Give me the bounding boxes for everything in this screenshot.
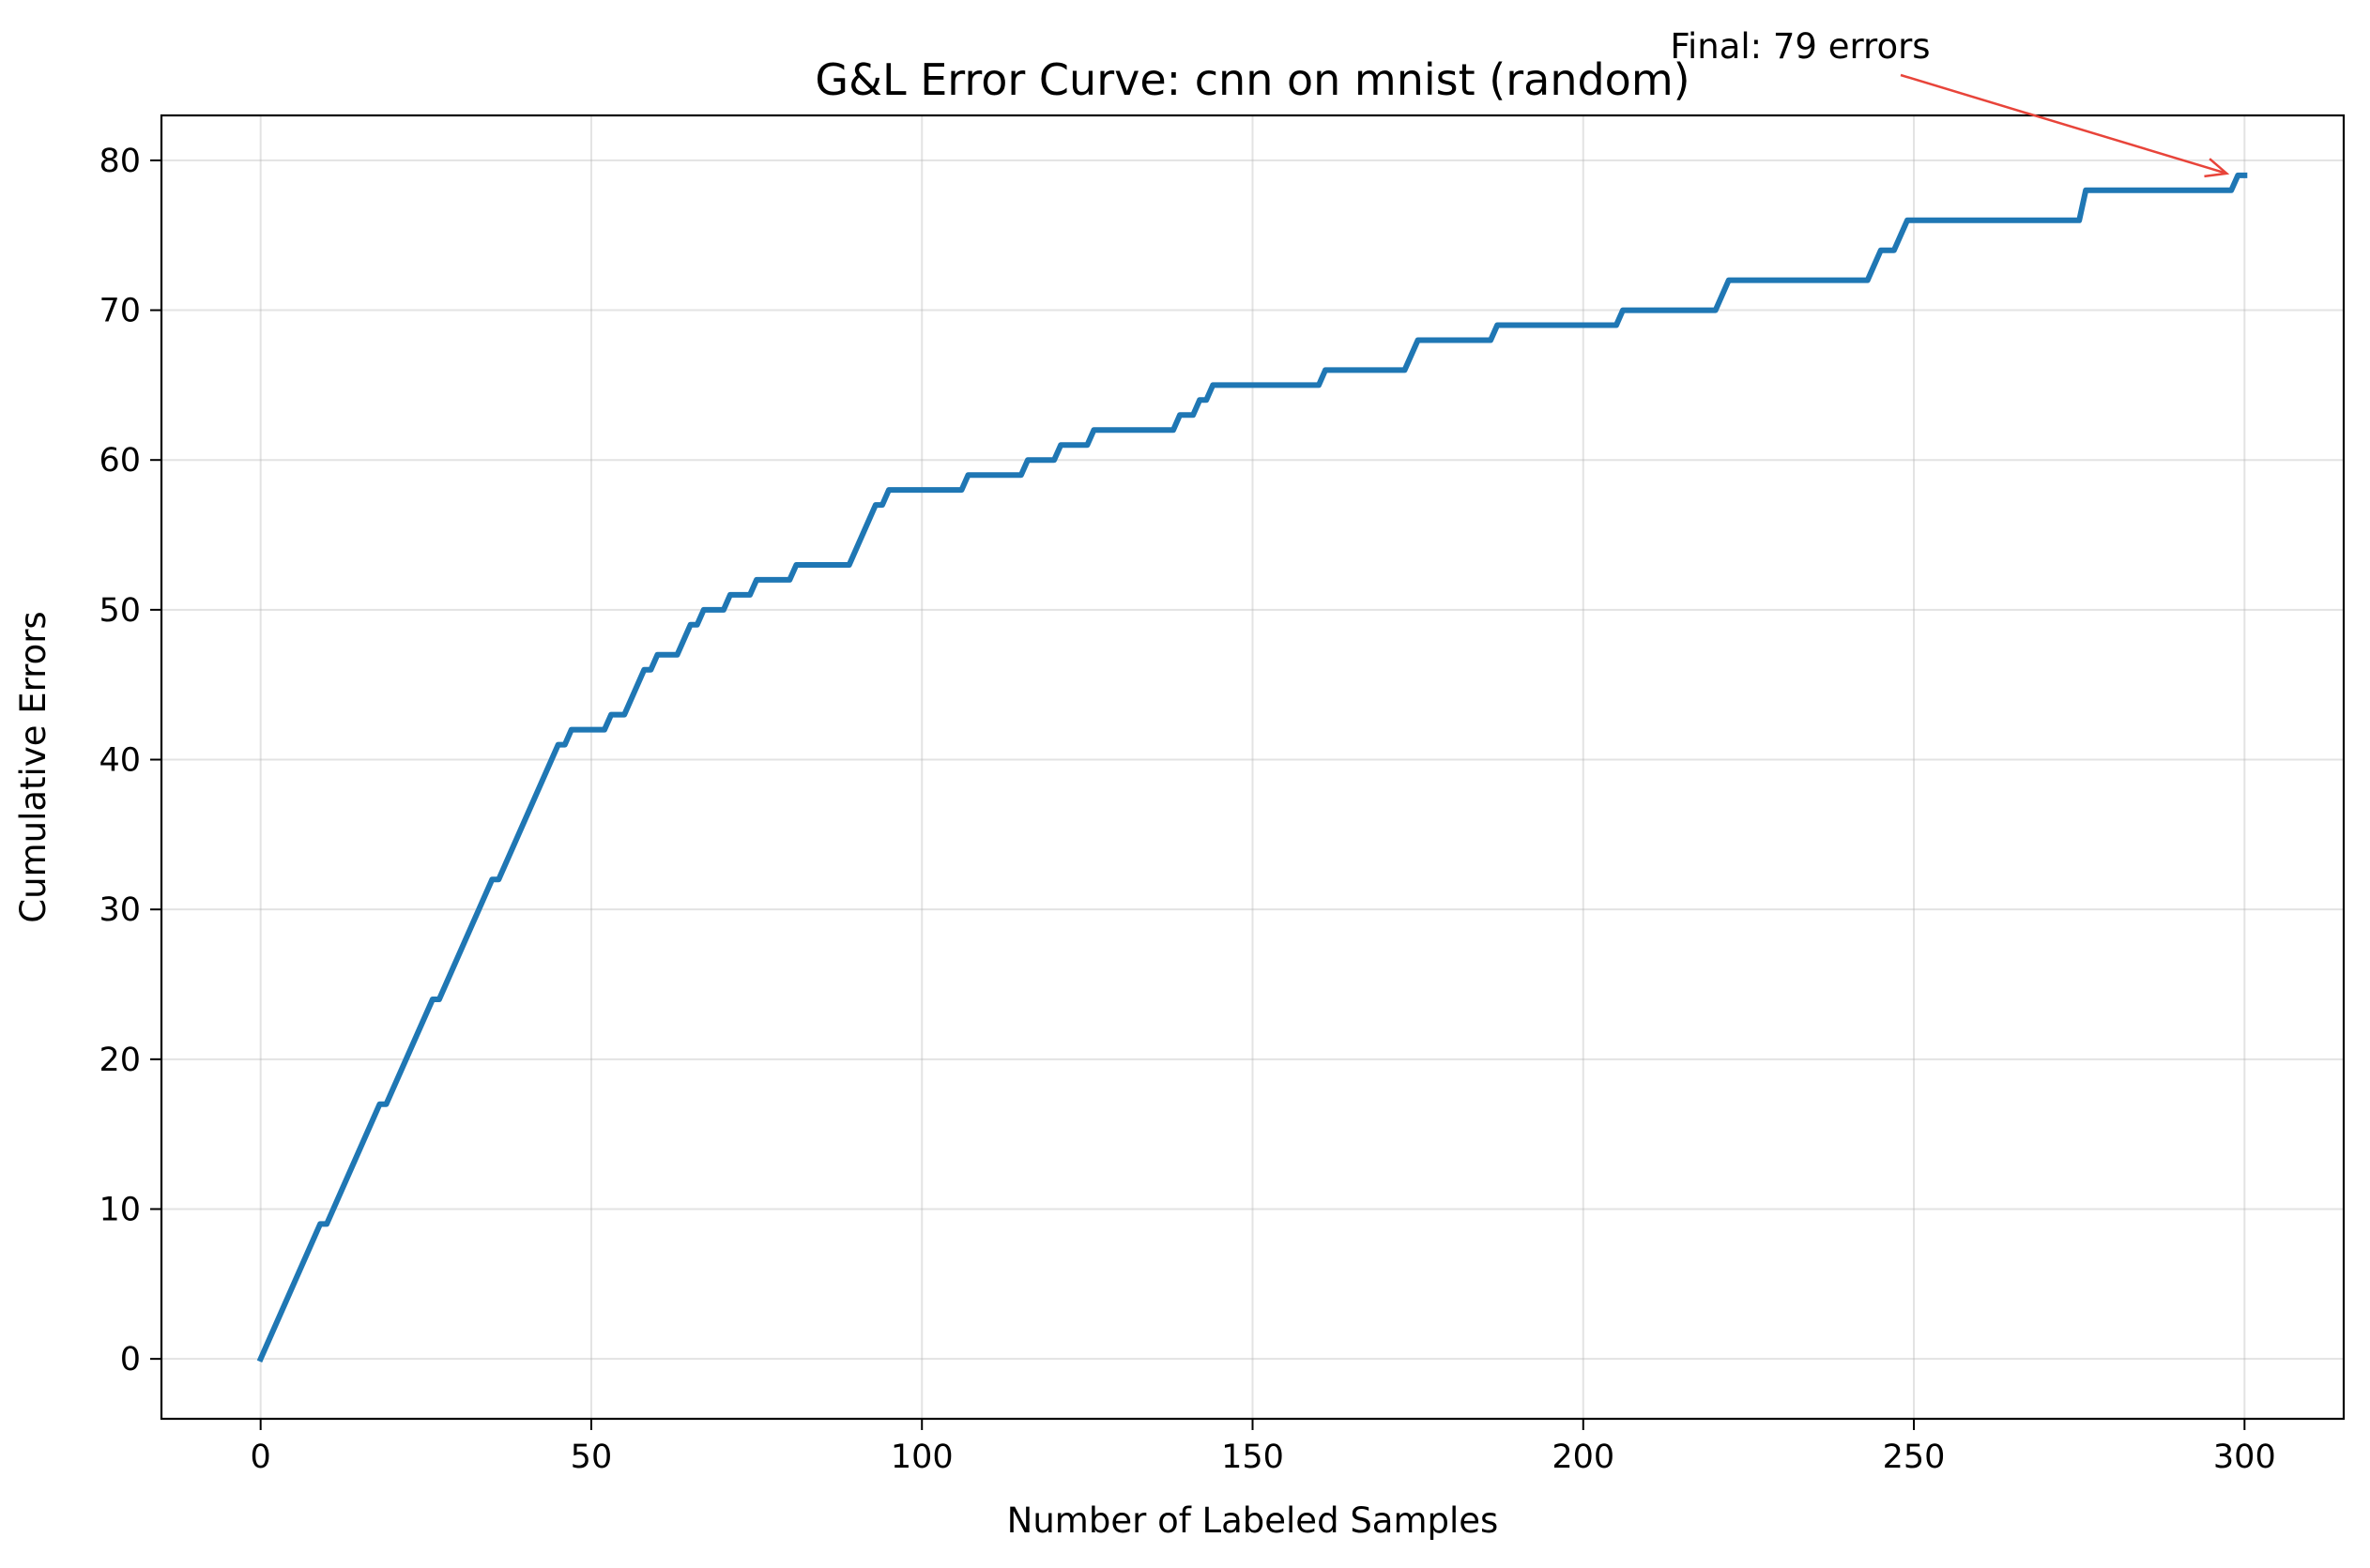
grid-lines	[161, 115, 2344, 1419]
x-tick-label: 0	[251, 1439, 271, 1476]
x-tick-label: 250	[1883, 1439, 1946, 1476]
y-tick-label: 50	[99, 592, 141, 630]
annotation-arrow-head	[2204, 158, 2230, 178]
y-tick-label: 20	[99, 1042, 141, 1079]
annotation-arrow-line	[1900, 73, 2227, 175]
y-tick-label: 10	[99, 1191, 141, 1228]
y-tick-label: 0	[120, 1341, 141, 1378]
chart-title: G&L Error Curve: cnn on mnist (random)	[815, 54, 1690, 105]
y-tick-label: 60	[99, 442, 141, 480]
x-axis-label: Number of Labeled Samples	[1007, 1500, 1499, 1541]
series-line	[256, 172, 2248, 1363]
x-tick-label: 150	[1221, 1439, 1284, 1476]
y-axis-ticks: 0 10 20 30 40 50 60 70 80	[99, 143, 161, 1378]
x-tick-label: 50	[571, 1439, 613, 1476]
series-layer	[256, 172, 2248, 1363]
x-tick-label: 300	[2213, 1439, 2276, 1476]
annotation-text: Final: 79 errors	[1670, 26, 1930, 67]
x-tick-label: 200	[1552, 1439, 1614, 1476]
y-tick-label: 40	[99, 742, 141, 780]
x-tick-label: 100	[891, 1439, 954, 1476]
final-annotation: Final: 79 errors	[1670, 26, 2230, 178]
x-axis-ticks: 0 50 100 150 200 250 300	[251, 1419, 2276, 1476]
y-tick-label: 80	[99, 143, 141, 180]
y-tick-label: 70	[99, 293, 141, 330]
y-axis-label: Cumulative Errors	[13, 611, 54, 922]
y-tick-label: 30	[99, 891, 141, 929]
